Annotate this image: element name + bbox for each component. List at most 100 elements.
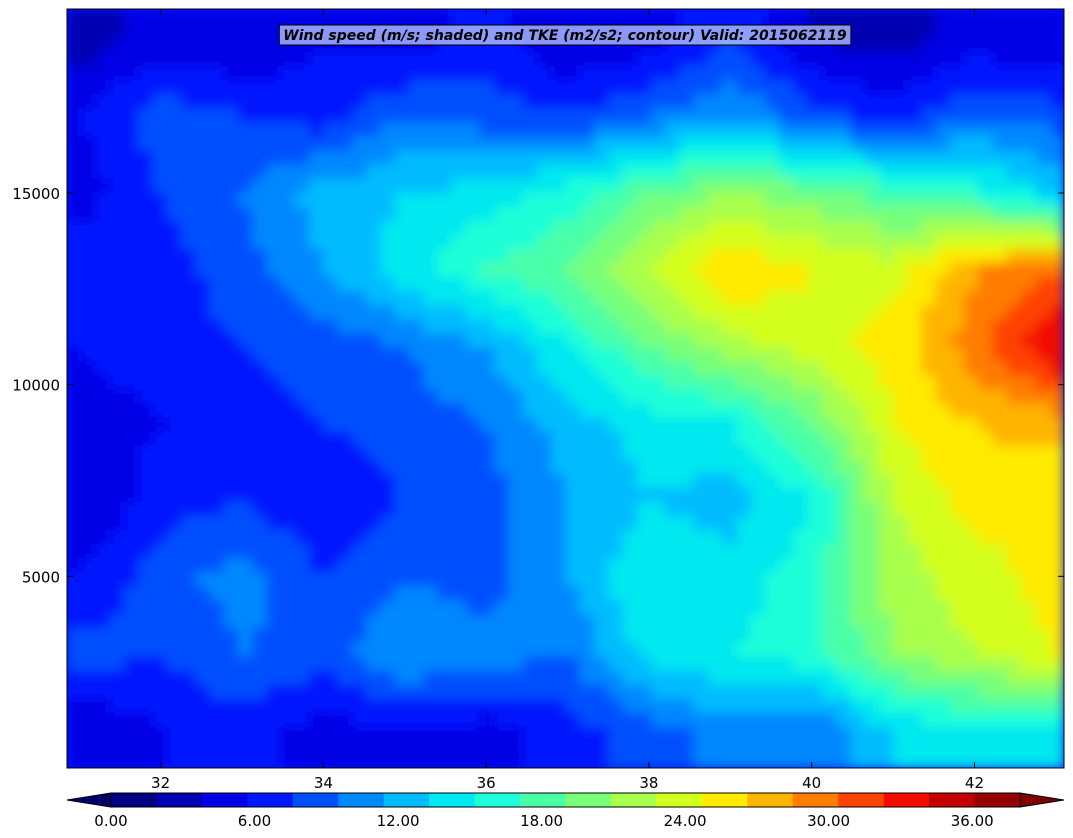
field-cell	[1035, 599, 1051, 615]
field-cell	[679, 262, 695, 277]
field-cell	[124, 627, 139, 643]
field-cell	[309, 613, 325, 629]
field-cell	[252, 262, 268, 277]
field-cell	[351, 458, 367, 474]
field-cell	[1035, 23, 1051, 38]
field-cell	[95, 557, 111, 573]
field-cell	[565, 627, 581, 643]
field-cell	[209, 683, 225, 699]
colorbar-swatch	[247, 793, 294, 807]
field-cell	[821, 683, 837, 699]
field-cell	[565, 571, 581, 587]
x-tick-label: 40	[802, 774, 821, 792]
field-cell	[1007, 458, 1022, 474]
field-cell	[480, 163, 495, 179]
field-cell	[323, 219, 339, 235]
field-cell	[1035, 247, 1051, 263]
field-cell	[821, 416, 837, 432]
field-cell	[152, 346, 168, 362]
field-cell	[451, 599, 467, 615]
field-cell	[750, 79, 766, 95]
field-cell	[337, 430, 353, 446]
field-cell	[351, 599, 367, 615]
field-cell	[964, 725, 980, 741]
field-cell	[579, 557, 595, 573]
field-cell	[821, 332, 837, 348]
field-cell	[1049, 669, 1064, 685]
field-cell	[551, 262, 567, 277]
field-cell	[878, 627, 894, 643]
field-cell	[707, 304, 723, 320]
field-cell	[878, 177, 894, 193]
field-cell	[522, 51, 538, 67]
field-cell	[152, 332, 168, 348]
field-cell	[1049, 135, 1064, 151]
field-cell	[964, 318, 980, 334]
field-cell	[480, 374, 495, 390]
field-cell	[252, 191, 268, 207]
field-cell	[793, 9, 809, 24]
field-cell	[323, 262, 339, 277]
field-cell	[836, 641, 852, 657]
field-cell	[423, 641, 439, 657]
field-cell	[423, 65, 439, 81]
field-cell	[665, 346, 681, 362]
field-cell	[579, 177, 595, 193]
field-cell	[665, 388, 681, 404]
field-cell	[964, 107, 980, 123]
field-cell	[309, 9, 325, 24]
field-cell	[280, 290, 296, 305]
field-cell	[950, 444, 966, 460]
field-cell	[807, 135, 823, 151]
field-cell	[807, 557, 823, 573]
field-cell	[166, 416, 182, 432]
field-cell	[223, 163, 239, 179]
field-cell	[722, 205, 738, 221]
colorbar-tick-label: 6.00	[238, 812, 271, 830]
field-cell	[964, 515, 980, 530]
field-cell	[437, 346, 453, 362]
field-cell	[707, 613, 723, 629]
field-cell	[323, 388, 339, 404]
field-cell	[793, 627, 809, 643]
field-cell	[451, 177, 467, 193]
field-cell	[465, 599, 481, 615]
field-cell	[622, 247, 638, 263]
field-cell	[480, 191, 495, 207]
field-cell	[1021, 725, 1037, 741]
field-cell	[1049, 402, 1064, 418]
field-cell	[636, 543, 652, 558]
field-cell	[408, 458, 424, 474]
field-cell	[850, 374, 866, 390]
field-cell	[309, 739, 325, 755]
field-cell	[337, 599, 353, 615]
field-cell	[337, 233, 353, 249]
field-cell	[707, 107, 723, 123]
field-cell	[223, 515, 239, 530]
field-cell	[366, 346, 382, 362]
field-cell	[878, 472, 894, 488]
field-cell	[195, 163, 211, 179]
field-cell	[180, 65, 196, 81]
field-cell	[109, 9, 125, 24]
field-cell	[67, 571, 82, 587]
field-cell	[893, 51, 909, 67]
field-cell	[180, 262, 196, 277]
field-cell	[950, 23, 966, 38]
field-cell	[693, 402, 709, 418]
field-cell	[67, 9, 82, 24]
field-cell	[608, 515, 624, 530]
field-cell	[836, 247, 852, 263]
field-cell	[337, 304, 353, 320]
field-cell	[594, 121, 609, 137]
field-cell	[1035, 725, 1051, 741]
field-cell	[622, 318, 638, 334]
field-cell	[294, 683, 310, 699]
field-cell	[864, 121, 880, 137]
field-cell	[907, 121, 923, 137]
field-cell	[95, 585, 111, 601]
field-cell	[921, 149, 937, 165]
field-cell	[636, 374, 652, 390]
field-cell	[893, 107, 909, 123]
field-cell	[1007, 346, 1022, 362]
